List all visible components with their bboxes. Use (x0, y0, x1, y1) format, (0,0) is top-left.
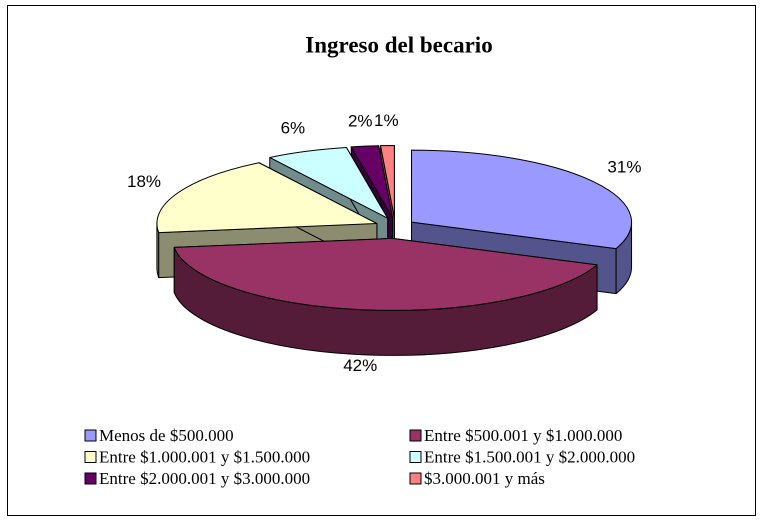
slice-top (350, 145, 393, 219)
legend-swatch (409, 429, 422, 442)
legend-swatch (84, 451, 97, 463)
slice-top (411, 149, 633, 250)
data-label: 2% (348, 112, 373, 131)
legend-label: Entre $1.500.001 y $2.000.000 (424, 447, 635, 466)
data-label: 6% (281, 118, 306, 137)
legend-swatch (409, 472, 422, 485)
legend-swatch (84, 429, 97, 442)
slice-top (380, 145, 395, 219)
legend-swatch (84, 472, 97, 485)
slice-top (173, 237, 598, 311)
data-label: 42% (343, 356, 377, 375)
pie-slice (173, 237, 598, 356)
data-label: 31% (607, 158, 641, 177)
legend-label: Entre $2.000.001 y $3.000.000 (99, 469, 310, 488)
slice-top (269, 147, 389, 219)
data-label: 1% (374, 111, 399, 130)
slice-top (156, 162, 378, 234)
legend-label: Entre $1.000.001 y $1.500.000 (99, 447, 310, 466)
legend-swatch (409, 451, 422, 463)
chart-title: Ingreso del becario (305, 32, 492, 57)
data-label: 18% (127, 172, 161, 191)
legend-label: Menos de $500.000 (99, 426, 234, 445)
legend-label: $3.000.001 y más (424, 469, 545, 488)
legend-label: Entre $500.001 y $1.000.000 (424, 426, 622, 445)
